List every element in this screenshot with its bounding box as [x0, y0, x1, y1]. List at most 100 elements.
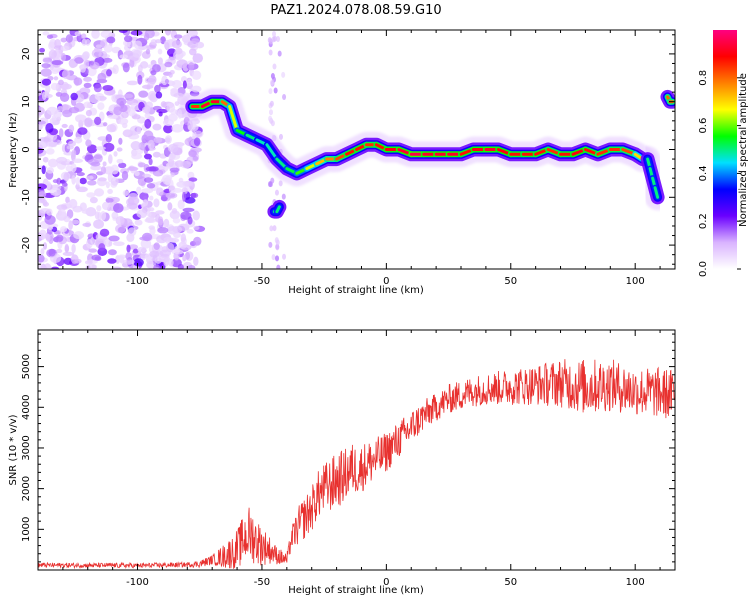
spectrogram-speckle: [38, 124, 43, 130]
spectrogram-speckle: [130, 30, 143, 36]
spectrogram-speckle: [143, 153, 152, 160]
spectrogram-speckle: [89, 60, 95, 66]
spectrogram-speckle: [61, 104, 69, 111]
spectrogram-speckle: [268, 88, 273, 95]
spectrogram-speckle: [76, 172, 85, 177]
spectrogram-speckle: [42, 156, 49, 163]
spectrogram-speckle: [86, 144, 98, 154]
spectrogram-speckle: [45, 122, 54, 133]
spectrogram-speckle: [192, 53, 204, 64]
spectrogram-speckle: [45, 148, 55, 155]
spectrogram-speckle: [86, 239, 93, 249]
spectrogram-speckle: [73, 231, 85, 240]
ridge-core: [653, 186, 660, 199]
ridge-core: [228, 104, 239, 132]
spectrogram-speckle: [142, 199, 149, 207]
spectrogram-speckle: [67, 140, 76, 147]
spectrogram-speckle: [55, 234, 64, 242]
spectrogram-speckle: [156, 235, 168, 244]
spectrogram-speckle: [69, 60, 77, 69]
spectrogram-speckle: [126, 80, 138, 86]
spectrogram-speckle: [94, 188, 105, 197]
spectrogram-speckle: [180, 233, 187, 243]
spectrogram-speckle: [73, 77, 83, 86]
spectrogram-speckle: [82, 222, 92, 227]
spectrogram-speckle: [193, 256, 199, 267]
spectrogram-speckle: [79, 202, 87, 212]
spectrogram-speckle: [111, 266, 122, 269]
spectrogram-speckle: [155, 210, 165, 215]
spectrogram-speckle: [163, 39, 171, 50]
spectrogram-speckle: [182, 207, 195, 213]
spectrogram-speckle: [193, 137, 201, 146]
spectrogram-speckle: [107, 188, 113, 195]
spectrogram-speckle: [188, 136, 193, 147]
spectrogram-speckle: [174, 101, 180, 106]
spectrogram-speckle: [192, 131, 197, 139]
spectrogram-speckle: [168, 72, 173, 78]
spectrogram-speckle: [132, 49, 142, 58]
colorbar-tick-label: 0.4: [698, 165, 709, 181]
spectrogram-speckle: [191, 70, 202, 81]
spectrogram-speckle: [146, 211, 152, 217]
spectrogram-speckle: [102, 85, 114, 91]
spectrogram-speckle: [61, 123, 68, 128]
colorbar-label: Normalized spectral amplitude: [738, 73, 749, 227]
spectrogram-speckle: [125, 251, 132, 261]
spectrogram-speckle: [127, 166, 139, 171]
spectrogram-speckle: [58, 79, 64, 86]
spectrogram-speckle: [71, 243, 76, 254]
spectrogram-speckle: [174, 160, 184, 168]
spectrogram-speckle: [138, 90, 149, 98]
spectrogram-speckle: [171, 123, 184, 133]
spectrogram-speckle: [123, 44, 131, 52]
spectrogram-speckle: [176, 181, 189, 188]
spectrogram-speckle: [119, 54, 128, 59]
spectrogram-speckle: [58, 128, 64, 138]
spectrogram-speckle: [143, 130, 154, 141]
spectrogram-speckle: [53, 76, 59, 81]
spectrogram-speckle: [56, 156, 68, 164]
spectrogram-speckle: [41, 165, 46, 175]
spectrogram-speckle: [58, 208, 67, 218]
spectrogram-speckle: [191, 38, 200, 43]
spectrogram-speckle: [141, 106, 151, 114]
spectrogram-speckle: [157, 227, 169, 234]
spectrogram-speckle: [149, 250, 160, 258]
spectrogram-speckle: [129, 125, 142, 135]
colorbar-tick-label: 0.0: [698, 261, 709, 277]
spectrogram-speckle: [113, 151, 118, 157]
spectrogram-speckle: [112, 241, 125, 247]
spectrogram-speckle: [173, 92, 184, 98]
spectrogram-speckle: [99, 228, 110, 237]
spectrogram-speckle: [93, 153, 103, 164]
spectrogram-speckle: [170, 172, 175, 177]
spectrogram-speckle: [270, 79, 275, 86]
spectrogram-speckle: [168, 258, 174, 267]
spectrogram-speckle: [271, 254, 276, 261]
spectrogram-speckle: [63, 172, 70, 182]
spectrogram-speckle: [163, 256, 170, 267]
x-tick-label: 0: [383, 276, 389, 287]
spectrogram-speckle: [176, 59, 188, 69]
spectrogram-speckle: [185, 251, 194, 261]
spectrogram-speckle: [63, 257, 73, 265]
spectrogram-speckle: [63, 215, 71, 223]
spectrogram-speckle: [167, 143, 179, 153]
spectrogram-speckle: [171, 258, 182, 268]
spectrogram-speckle: [116, 97, 127, 106]
spectrogram-speckle: [128, 244, 139, 250]
spectrogram-speckle: [140, 61, 149, 69]
spectrogram-speckle: [97, 177, 107, 182]
x-tick-label: 0: [383, 577, 389, 588]
spectrogram-speckle: [106, 124, 117, 133]
spectrogram-speckle: [74, 57, 84, 64]
spectrogram-speckle: [70, 163, 77, 173]
spectrogram-speckle: [48, 49, 57, 60]
spectrogram-speckle: [269, 109, 274, 116]
spectrogram-speckle: [100, 210, 107, 221]
spectrogram-speckle: [159, 249, 171, 257]
spectrogram-y-label: Frequency (Hz): [8, 112, 19, 188]
spectrogram-speckle: [86, 175, 94, 180]
spectrogram-speckle: [277, 50, 282, 57]
